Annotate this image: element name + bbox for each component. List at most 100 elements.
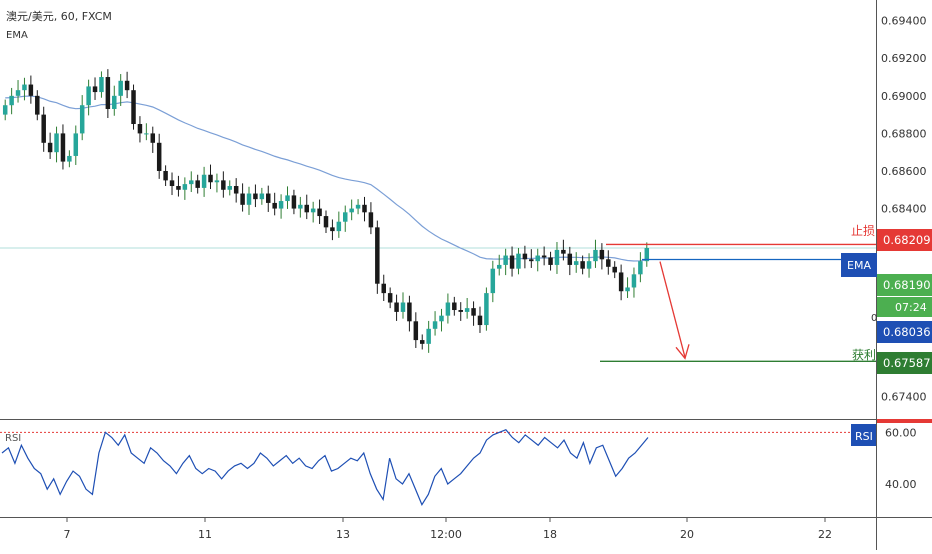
- candle-body: [182, 184, 188, 190]
- candle-body: [625, 287, 630, 292]
- candle-body: [330, 227, 335, 232]
- candle-body: [599, 249, 605, 260]
- candle-body: [471, 308, 476, 316]
- candle-body: [285, 195, 290, 202]
- price-tick-label: 0.69200: [881, 52, 927, 65]
- candle-body: [214, 180, 220, 183]
- candle-body: [400, 302, 406, 312]
- candle-body: [349, 208, 354, 213]
- stop-price-tag: [877, 229, 932, 251]
- bar-countdown: 07:24: [895, 301, 927, 314]
- candle-body: [638, 261, 643, 275]
- candle-body: [137, 124, 143, 134]
- rsi-axis-marker: [877, 419, 932, 423]
- symbol-title: 澳元/美元, 60, FXCM: [6, 10, 112, 23]
- time-tick-label: 7: [64, 528, 71, 541]
- candle-body: [221, 180, 226, 190]
- candle-body: [445, 302, 451, 316]
- ema-indicator-label[interactable]: EMA: [6, 30, 28, 41]
- candle-body: [522, 253, 528, 260]
- take-profit-label: 获利: [852, 348, 876, 362]
- time-tick-label: 13: [336, 528, 350, 541]
- candle-body: [227, 186, 233, 190]
- candle-body: [567, 253, 573, 265]
- candle-body: [477, 315, 483, 326]
- rsi-badge-bg: [851, 424, 876, 446]
- candle-body: [458, 310, 463, 312]
- candle-body: [496, 264, 502, 269]
- candle-body: [554, 249, 560, 265]
- candle-body: [208, 174, 213, 183]
- price-tick-label: 0.68600: [881, 165, 927, 178]
- candle-body: [407, 302, 412, 322]
- candle-body: [464, 308, 470, 312]
- price-tick-label: 0.69000: [881, 90, 927, 103]
- candle-body: [426, 328, 431, 344]
- candle-body: [362, 204, 367, 213]
- last-price-value: 0.68190: [883, 278, 931, 292]
- candle-body: [272, 202, 277, 209]
- rsi-line: [1, 429, 649, 506]
- projection-arrow-line: [659, 261, 686, 358]
- candle-body: [28, 84, 34, 96]
- candle-body: [92, 86, 98, 93]
- candle-body: [586, 261, 592, 269]
- candle-body: [201, 174, 207, 188]
- candle-body: [150, 133, 156, 143]
- candle-body: [99, 77, 104, 93]
- trade-levels: [600, 243, 876, 362]
- candle-body: [118, 80, 123, 96]
- stop-loss-label: 止损: [851, 224, 875, 238]
- rsi-pane: [0, 429, 876, 506]
- candle-body: [490, 268, 496, 294]
- candle-body: [169, 180, 175, 187]
- time-tick-label: 18: [543, 528, 557, 541]
- candle-body: [22, 84, 27, 91]
- candle-body: [253, 193, 258, 200]
- candle-body: [644, 248, 650, 262]
- ema-badge-text: EMA: [847, 259, 871, 272]
- candle-body: [47, 142, 53, 153]
- target-price-tag: [877, 352, 932, 374]
- candle-body: [516, 253, 521, 269]
- candle-body: [631, 274, 637, 288]
- candle-body: [548, 257, 553, 265]
- entry-price-tag: [877, 321, 932, 343]
- candle-body: [355, 204, 361, 209]
- entry-price-value: 0.68036: [883, 325, 931, 339]
- candle-body: [413, 321, 419, 341]
- rsi-badge-text: RSI: [855, 430, 873, 443]
- candle-body: [112, 95, 117, 109]
- candle-body: [246, 193, 252, 205]
- candle-body: [60, 133, 66, 162]
- candle-body: [124, 80, 130, 91]
- time-tick-label: 12:00: [430, 528, 462, 541]
- candle-body: [452, 302, 457, 311]
- candle-body: [2, 105, 8, 115]
- candle-body: [41, 114, 46, 143]
- rsi-pane-label[interactable]: RSI: [5, 433, 21, 444]
- candle-body: [529, 259, 534, 262]
- candle-body: [9, 95, 14, 106]
- candle-body: [144, 133, 149, 135]
- candle-body: [259, 193, 265, 200]
- candle-body: [432, 321, 438, 329]
- candle-body: [310, 208, 316, 213]
- candle-body: [375, 227, 380, 284]
- candle-body: [336, 221, 342, 232]
- candle-body: [323, 216, 329, 228]
- candle-body: [317, 208, 322, 217]
- price-tick-label: 0.68400: [881, 203, 927, 216]
- time-tick-label: 11: [198, 528, 212, 541]
- zero-mark: 0: [871, 313, 877, 324]
- time-tick-label: 20: [680, 528, 694, 541]
- price-tick-label: 0.68800: [881, 127, 927, 140]
- candle-body: [606, 259, 611, 267]
- candlestick-series: [2, 69, 650, 353]
- candle-body: [156, 142, 162, 171]
- candle-body: [394, 302, 399, 312]
- candle-body: [67, 155, 72, 162]
- candle-body: [439, 315, 444, 322]
